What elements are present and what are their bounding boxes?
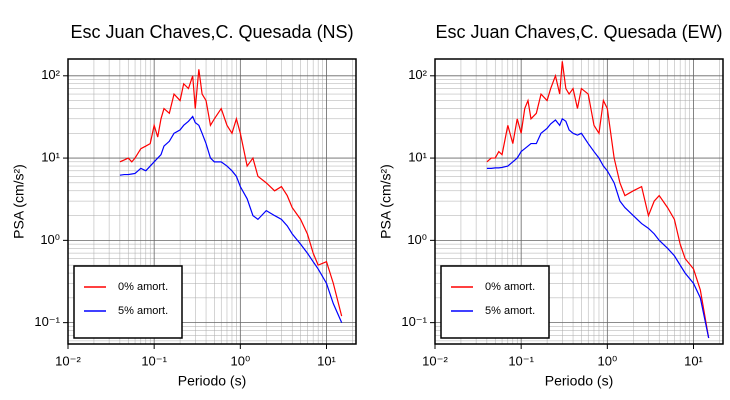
series-line [119, 115, 343, 323]
legend-label: 5% amort. [118, 305, 168, 317]
legend-label: 0% amort. [118, 281, 168, 293]
y-tick-label: 10² [41, 67, 60, 82]
y-tick-label: 10¹ [41, 150, 60, 165]
x-tick-label: 10¹ [317, 353, 336, 368]
x-tick-label: 10⁻² [55, 353, 81, 368]
legend-box [73, 265, 183, 339]
x-axis-label: Periodo (s) [178, 373, 246, 389]
x-tick-label: 10⁰ [597, 353, 617, 368]
y-tick-label: 10² [408, 67, 427, 82]
series-line [119, 69, 343, 317]
chart-title: Esc Juan Chaves,C. Quesada (NS) [70, 22, 353, 42]
x-axis-label: Periodo (s) [545, 373, 613, 389]
legend-label: 5% amort. [485, 305, 535, 317]
x-tick-label: 10⁻¹ [141, 353, 167, 368]
y-axis-label: PSA (cm/s²) [378, 164, 394, 239]
y-tick-label: 10⁰ [407, 232, 427, 247]
legend-label: 0% amort. [485, 281, 535, 293]
y-tick-label: 10⁰ [40, 232, 60, 247]
plot-frame [67, 58, 357, 345]
plot-frame [434, 58, 724, 345]
x-tick-label: 10⁻¹ [508, 353, 534, 368]
y-tick-label: 10⁻¹ [401, 314, 427, 329]
series-line [486, 61, 710, 339]
chart-title: Esc Juan Chaves,C. Quesada (EW) [435, 22, 722, 42]
x-tick-label: 10⁻² [422, 353, 448, 368]
y-axis-label: PSA (cm/s²) [11, 164, 27, 239]
y-tick-label: 10⁻¹ [34, 314, 60, 329]
x-tick-label: 10¹ [684, 353, 703, 368]
series-line [486, 117, 710, 339]
legend-box [440, 265, 550, 339]
y-tick-label: 10¹ [408, 150, 427, 165]
x-tick-label: 10⁰ [230, 353, 250, 368]
